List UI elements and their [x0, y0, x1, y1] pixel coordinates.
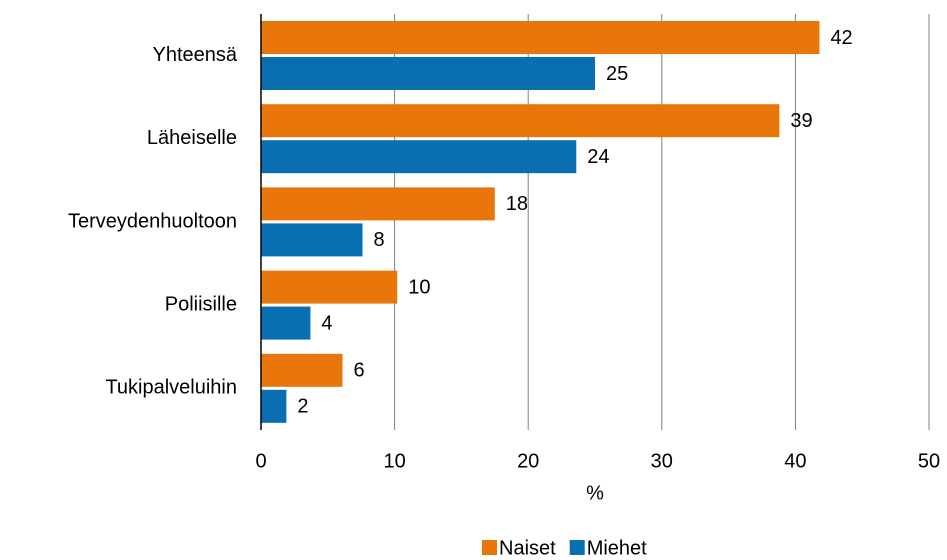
bar	[261, 57, 595, 90]
x-tick-label: 20	[517, 450, 539, 472]
bar	[261, 21, 820, 54]
data-label: 8	[374, 229, 385, 251]
data-label: 42	[830, 27, 852, 49]
x-tick-label: 30	[651, 450, 673, 472]
bar	[261, 187, 495, 221]
bar	[261, 223, 363, 257]
data-label: 6	[353, 360, 364, 382]
legend-label: Miehet	[587, 537, 647, 559]
bar	[261, 140, 577, 174]
y-tick-label: Läheiselle	[147, 127, 237, 149]
y-tick-label: Yhteensä	[152, 44, 237, 66]
x-tick-label: 10	[383, 450, 405, 472]
bar	[261, 270, 398, 304]
x-tick-label: 40	[784, 450, 806, 472]
bar	[261, 104, 780, 138]
data-label: 25	[606, 63, 628, 85]
data-label: 18	[506, 193, 528, 215]
bar	[261, 353, 343, 387]
data-label: 2	[297, 396, 308, 418]
data-label: 10	[408, 276, 430, 298]
bar	[261, 389, 287, 423]
y-tick-label: Tukipalveluihin	[105, 377, 237, 399]
x-axis-label: %	[586, 482, 604, 504]
legend-swatch	[569, 540, 585, 555]
y-tick-label: Poliisille	[165, 293, 237, 315]
data-label: 4	[321, 312, 332, 334]
legend-label: Naiset	[499, 537, 556, 559]
legend-swatch	[482, 540, 497, 555]
y-tick-label: Terveydenhuoltoon	[68, 210, 237, 232]
data-label: 24	[587, 146, 609, 168]
data-label: 39	[790, 110, 812, 132]
x-tick-label: 0	[255, 450, 266, 472]
bar	[261, 306, 311, 340]
x-tick-label: 50	[918, 450, 940, 472]
